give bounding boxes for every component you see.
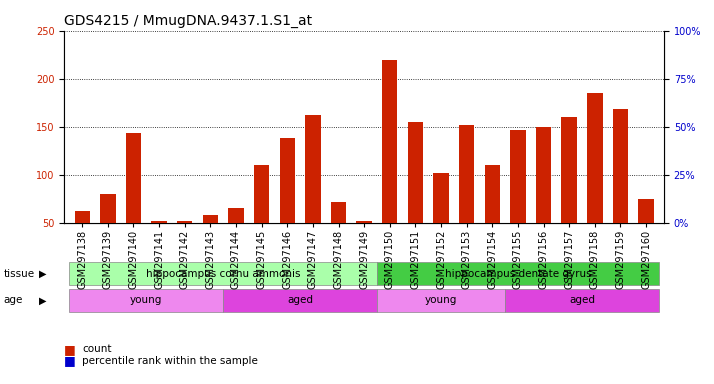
Bar [151,221,167,271]
Text: ▶: ▶ [39,295,47,306]
Point [512,112,523,118]
Point [410,108,421,114]
Text: young: young [130,295,163,306]
Bar [74,211,90,271]
Bar [377,262,659,285]
Point [589,101,600,107]
Bar [561,117,577,271]
Text: aged: aged [287,295,313,306]
Bar [203,215,218,271]
Text: hippocampus dentate gyrus: hippocampus dentate gyrus [445,268,591,279]
Bar [228,208,243,271]
Bar [485,165,500,271]
Point [231,127,242,134]
Point [640,127,652,134]
Bar [638,199,654,271]
Bar [613,109,628,271]
Text: aged: aged [569,295,595,306]
Point [256,114,267,120]
Text: ■: ■ [64,354,76,367]
Bar [536,127,551,271]
Bar [223,289,377,312]
Bar [408,122,423,271]
Bar [511,130,526,271]
Bar [331,202,346,271]
Bar [356,221,372,271]
Point [154,137,165,143]
Point [205,133,216,139]
Bar [587,93,603,271]
Text: count: count [82,344,111,354]
Point [76,131,88,137]
Point [179,135,191,141]
Point [563,108,575,114]
Point [538,108,549,114]
Bar [377,289,505,312]
Point [333,126,344,132]
Bar [126,134,141,271]
Bar [459,125,474,271]
Point [486,120,498,126]
Bar [177,221,192,271]
Text: age: age [4,295,23,306]
Text: percentile rank within the sample: percentile rank within the sample [82,356,258,366]
Bar [69,262,377,285]
Point [384,101,396,107]
Bar [254,165,269,271]
Bar [69,289,223,312]
Point [102,120,114,126]
Bar [382,61,398,271]
Point [307,104,318,111]
Bar [100,194,116,271]
Point [461,108,473,114]
Bar [305,115,321,271]
Point [436,118,447,124]
Text: young: young [425,295,457,306]
Bar [280,138,295,271]
Bar [433,173,448,271]
Text: hippocampus cornu ammonis: hippocampus cornu ammonis [146,268,301,279]
Point [281,114,293,120]
Point [358,135,370,141]
Point [615,104,626,111]
Text: ■: ■ [64,343,76,356]
Bar [505,289,659,312]
Text: GDS4215 / MmugDNA.9437.1.S1_at: GDS4215 / MmugDNA.9437.1.S1_at [64,14,313,28]
Point [128,110,139,116]
Text: ▶: ▶ [39,268,47,279]
Text: tissue: tissue [4,268,35,279]
